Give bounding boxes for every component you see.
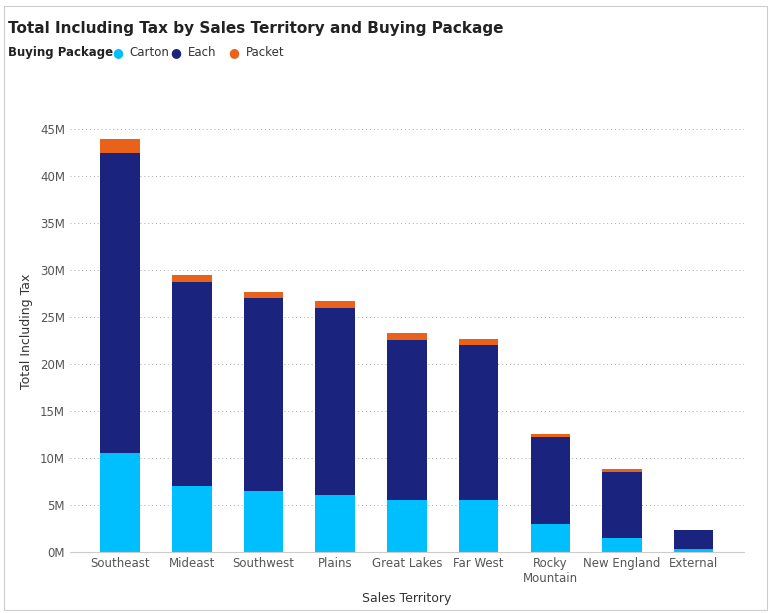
Bar bbox=[459, 500, 498, 552]
Bar bbox=[172, 486, 212, 552]
Bar bbox=[602, 472, 642, 538]
Bar bbox=[315, 301, 355, 308]
Text: ●: ● bbox=[229, 45, 239, 59]
Bar bbox=[459, 338, 498, 345]
Bar bbox=[388, 333, 426, 340]
Text: Packet: Packet bbox=[246, 45, 284, 59]
Bar bbox=[674, 549, 713, 552]
Text: Total Including Tax by Sales Territory and Buying Package: Total Including Tax by Sales Territory a… bbox=[8, 21, 503, 36]
Text: Buying Package: Buying Package bbox=[8, 45, 113, 59]
Text: Carton: Carton bbox=[129, 45, 169, 59]
Bar bbox=[244, 292, 283, 298]
Bar bbox=[172, 275, 212, 282]
Text: ●: ● bbox=[112, 45, 123, 59]
Bar bbox=[531, 437, 570, 524]
X-axis label: Sales Territory: Sales Territory bbox=[362, 592, 452, 604]
Bar bbox=[459, 345, 498, 500]
Bar bbox=[388, 500, 426, 552]
Bar bbox=[602, 469, 642, 472]
Bar bbox=[101, 139, 140, 153]
Bar bbox=[315, 308, 355, 495]
Bar bbox=[244, 298, 283, 490]
Y-axis label: Total Including Tax: Total Including Tax bbox=[20, 273, 33, 389]
Bar bbox=[244, 490, 283, 552]
Bar bbox=[674, 530, 713, 549]
Bar bbox=[101, 153, 140, 453]
Text: Each: Each bbox=[188, 45, 216, 59]
Bar bbox=[602, 538, 642, 552]
Bar bbox=[531, 524, 570, 552]
Bar bbox=[172, 282, 212, 486]
Bar bbox=[388, 340, 426, 500]
Bar bbox=[315, 495, 355, 552]
Bar bbox=[101, 453, 140, 552]
Text: ●: ● bbox=[170, 45, 181, 59]
Bar bbox=[531, 435, 570, 437]
